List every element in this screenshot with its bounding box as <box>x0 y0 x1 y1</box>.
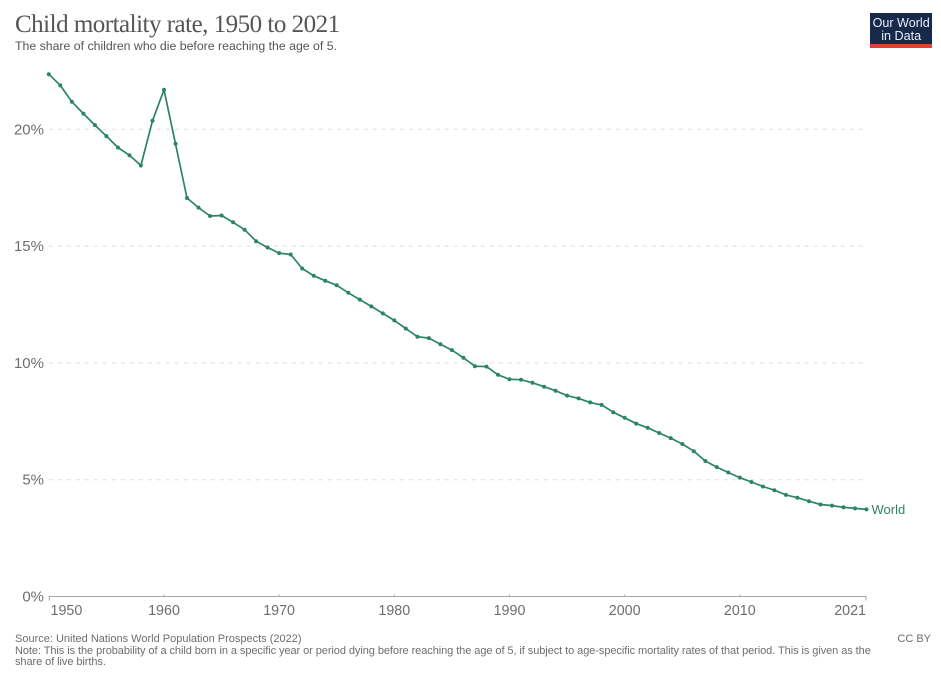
svg-text:2000: 2000 <box>609 603 641 619</box>
svg-text:2021: 2021 <box>834 603 866 619</box>
svg-text:1960: 1960 <box>148 603 180 619</box>
svg-text:World: World <box>872 502 906 517</box>
svg-text:1980: 1980 <box>378 603 410 619</box>
svg-text:15%: 15% <box>14 238 44 255</box>
svg-text:0%: 0% <box>22 589 44 606</box>
svg-text:1970: 1970 <box>263 603 295 619</box>
svg-text:1990: 1990 <box>494 603 526 619</box>
svg-text:2010: 2010 <box>724 603 756 619</box>
svg-text:1950: 1950 <box>51 603 83 619</box>
svg-text:5%: 5% <box>22 472 44 489</box>
svg-text:20%: 20% <box>14 121 44 138</box>
svg-text:10%: 10% <box>14 355 44 372</box>
